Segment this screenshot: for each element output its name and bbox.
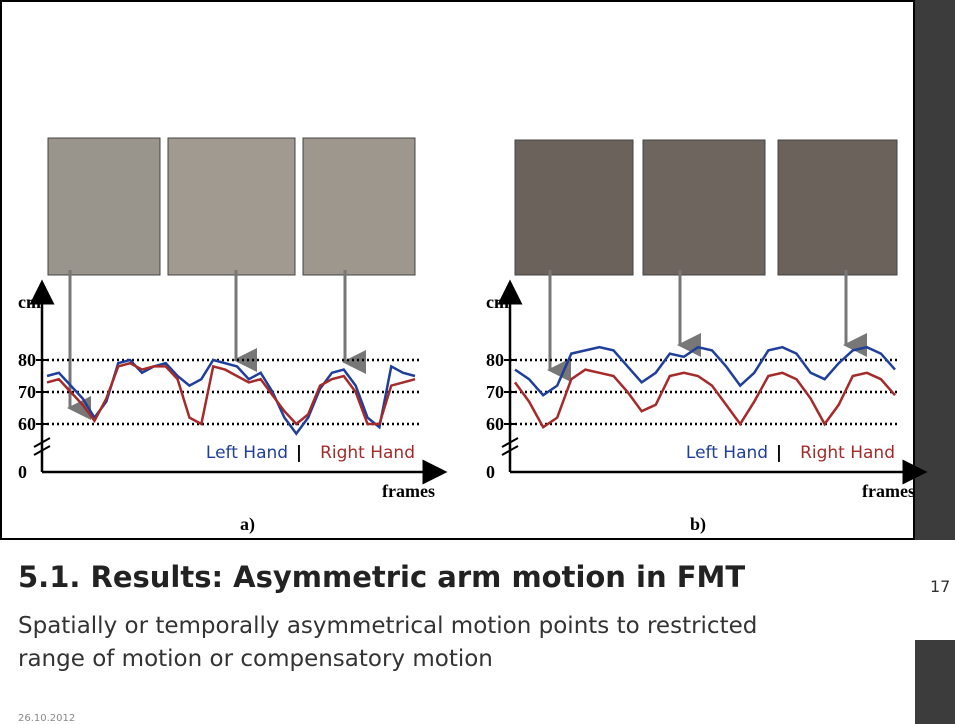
photo xyxy=(778,140,897,275)
photo xyxy=(515,140,633,275)
slide-title: 5.1. Results: Asymmetric arm motion in F… xyxy=(18,560,745,594)
legend-entry: Right Hand xyxy=(800,443,895,463)
side-bar xyxy=(915,0,955,540)
y-tick-label: 60 xyxy=(18,414,36,434)
legend-separator: | xyxy=(776,443,782,463)
body-text: range of motion or compensatory motion xyxy=(18,646,493,672)
arrows xyxy=(70,270,846,408)
y-tick-label: 80 xyxy=(486,350,504,370)
page: 5.1. Results: Asymmetric arm motion in F… xyxy=(0,0,955,724)
body-text: Spatially or temporally asymmetrical mot… xyxy=(18,613,757,639)
caption: b) xyxy=(690,514,706,535)
photos xyxy=(48,138,897,275)
side-bar xyxy=(915,640,955,724)
y-tick-label: 70 xyxy=(18,382,36,402)
photo xyxy=(643,140,765,275)
legend-entry: Left Hand xyxy=(686,443,768,463)
y-tick-label: 60 xyxy=(486,414,504,434)
legend-entry: Right Hand xyxy=(320,443,415,463)
y-axis-label: cm xyxy=(486,292,509,312)
y-axis-label: cm xyxy=(18,292,41,312)
legend-entry: Left Hand xyxy=(206,443,288,463)
photo xyxy=(48,138,160,275)
series-line xyxy=(515,347,895,395)
series-line xyxy=(47,360,415,434)
y-origin-label: 0 xyxy=(486,462,495,482)
slide: 5.1. Results: Asymmetric arm motion in F… xyxy=(0,0,955,724)
date: 26.10.2012 xyxy=(18,713,75,724)
legend-separator: | xyxy=(296,443,302,463)
x-axis-label: frames xyxy=(862,481,915,501)
photo xyxy=(168,138,295,275)
y-tick-label: 80 xyxy=(18,350,36,370)
photo xyxy=(303,138,415,275)
x-axis-label: frames xyxy=(382,481,435,501)
series-line xyxy=(515,370,895,428)
y-tick-label: 70 xyxy=(486,382,504,402)
page-number: 17 xyxy=(930,577,950,596)
y-origin-label: 0 xyxy=(18,462,27,482)
caption: a) xyxy=(240,514,255,535)
